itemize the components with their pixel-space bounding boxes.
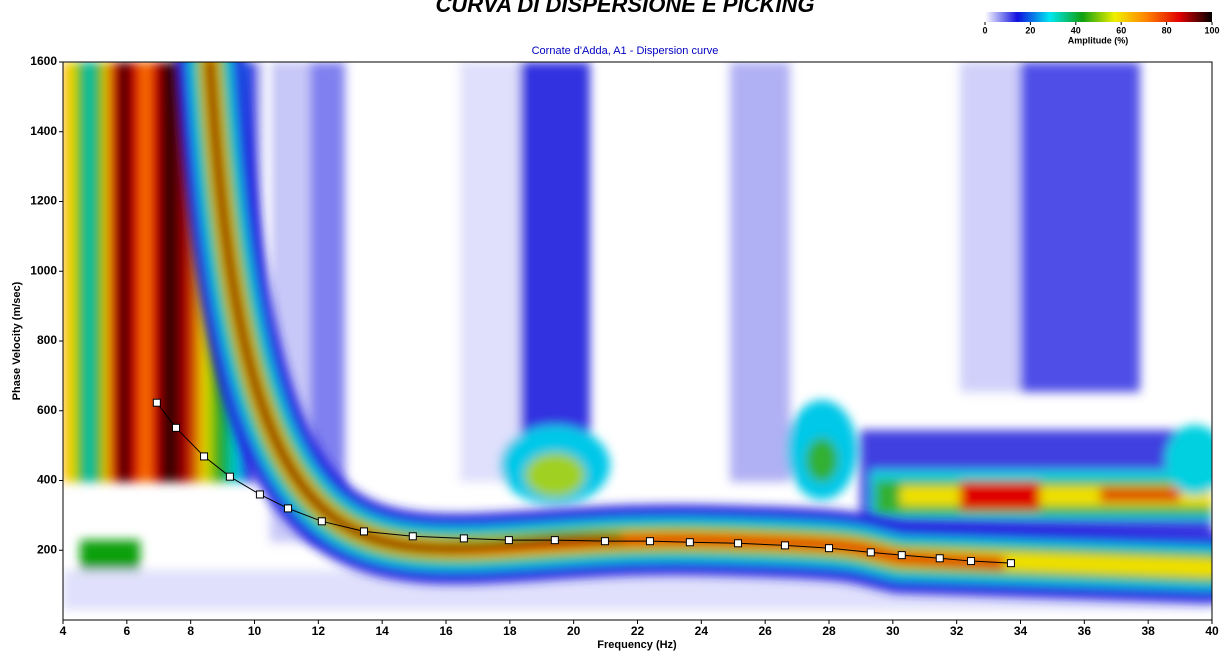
y-tick-label: 1000 [30,263,57,277]
pick-point [601,538,608,545]
x-tick-label: 32 [950,624,964,638]
pick-point [936,555,943,562]
x-tick-label: 36 [1078,624,1092,638]
y-tick-label: 800 [37,333,57,347]
pick-point [285,505,292,512]
colorbar-tick-label: 60 [1116,25,1126,35]
pick-point [686,539,693,546]
y-tick-label: 1200 [30,194,57,208]
pick-point [505,537,512,544]
dispersion-image [63,62,1225,610]
pick-point [646,538,653,545]
x-tick-label: 38 [1141,624,1155,638]
pick-point [735,540,742,547]
chart-subtitle: Cornate d'Adda, A1 - Dispersion curve [532,45,719,57]
colorbar-tick-label: 40 [1071,25,1081,35]
x-tick-label: 28 [822,624,836,638]
y-tick-label: 1400 [30,124,57,138]
x-tick-label: 40 [1205,624,1219,638]
x-tick-label: 20 [567,624,581,638]
pick-point [826,545,833,552]
x-tick-label: 10 [248,624,262,638]
x-axis-label: Frequency (Hz) [597,639,677,651]
x-tick-label: 22 [631,624,645,638]
x-tick-label: 6 [123,624,130,638]
x-tick-label: 12 [312,624,326,638]
pick-point [968,558,975,565]
y-axis-label: Phase Velocity (m/sec) [11,281,23,400]
x-tick-label: 16 [439,624,453,638]
colorbar-tick-label: 20 [1025,25,1035,35]
y-tick-label: 1600 [30,54,57,68]
x-tick-label: 30 [886,624,900,638]
pick-point [153,399,160,406]
colorbar-tick-label: 0 [982,25,987,35]
colorbar-tick-label: 100 [1204,25,1219,35]
y-tick-label: 600 [37,403,57,417]
pick-point [226,473,233,480]
x-tick-label: 14 [375,624,389,638]
pick-point [172,424,179,431]
x-tick-label: 8 [187,624,194,638]
pick-point [898,552,905,559]
y-tick-label: 400 [37,473,57,487]
chart: CURVA DI DISPERSIONE E PICKING Cornate d… [0,0,1229,652]
pick-point [781,542,788,549]
x-tick-label: 26 [758,624,772,638]
pick-point [201,453,208,460]
pick-point [867,549,874,556]
x-tick-label: 24 [695,624,709,638]
pick-point [360,528,367,535]
x-tick-label: 4 [60,624,67,638]
chart-title: CURVA DI DISPERSIONE E PICKING [436,0,815,17]
colorbar-label: Amplitude (%) [1068,35,1129,45]
pick-point [551,537,558,544]
pick-point [1007,560,1014,567]
pick-point [256,491,263,498]
y-tick-label: 200 [37,542,57,556]
pick-point [460,535,467,542]
colorbar-tick-label: 80 [1162,25,1172,35]
colorbar [985,12,1212,22]
x-tick-label: 18 [503,624,517,638]
pick-point [318,518,325,525]
pick-point [409,533,416,540]
x-tick-label: 34 [1014,624,1028,638]
